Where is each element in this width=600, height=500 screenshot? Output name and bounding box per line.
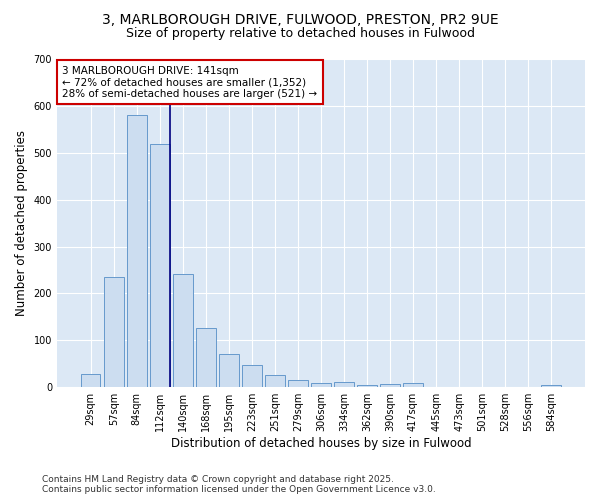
Y-axis label: Number of detached properties: Number of detached properties <box>15 130 28 316</box>
Bar <box>81 374 100 387</box>
Bar <box>311 382 331 387</box>
Bar <box>104 278 124 387</box>
Text: 3, MARLBOROUGH DRIVE, FULWOOD, PRESTON, PR2 9UE: 3, MARLBOROUGH DRIVE, FULWOOD, PRESTON, … <box>101 12 499 26</box>
X-axis label: Distribution of detached houses by size in Fulwood: Distribution of detached houses by size … <box>170 437 471 450</box>
Bar <box>219 354 239 387</box>
Bar <box>403 384 423 387</box>
Text: Contains HM Land Registry data © Crown copyright and database right 2025.: Contains HM Land Registry data © Crown c… <box>42 476 394 484</box>
Bar <box>288 380 308 387</box>
Bar <box>242 365 262 387</box>
Text: 3 MARLBOROUGH DRIVE: 141sqm
← 72% of detached houses are smaller (1,352)
28% of : 3 MARLBOROUGH DRIVE: 141sqm ← 72% of det… <box>62 66 317 99</box>
Bar <box>380 384 400 387</box>
Bar <box>334 382 354 387</box>
Bar <box>541 385 561 387</box>
Bar <box>127 116 146 387</box>
Bar <box>196 328 215 387</box>
Bar <box>357 385 377 387</box>
Bar <box>265 374 284 387</box>
Text: Size of property relative to detached houses in Fulwood: Size of property relative to detached ho… <box>125 28 475 40</box>
Text: Contains public sector information licensed under the Open Government Licence v3: Contains public sector information licen… <box>42 486 436 494</box>
Bar <box>150 144 170 387</box>
Bar <box>173 274 193 387</box>
